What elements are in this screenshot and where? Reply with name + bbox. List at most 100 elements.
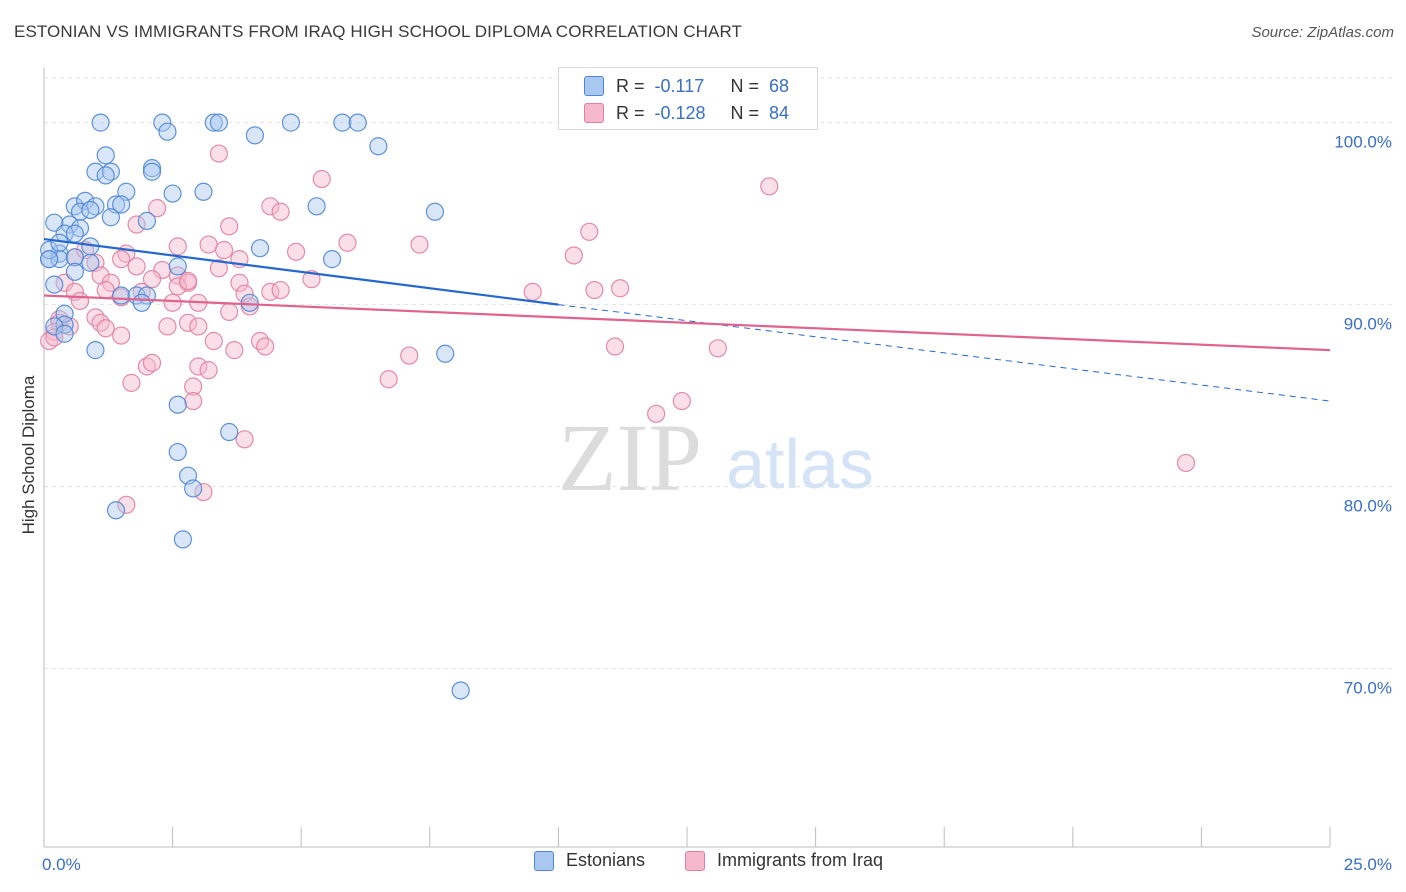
point-iraq (261, 197, 280, 216)
point-iraq (112, 326, 131, 345)
point-estonian (436, 344, 455, 363)
legend-label-estonians: Estonians (566, 850, 646, 870)
stats-row-estonians: R = -0.117 N = 68 (559, 73, 789, 99)
stats-n-value: 84 (769, 102, 790, 123)
stats-swatch-iraq (584, 103, 604, 123)
point-iraq (122, 373, 141, 392)
stats-r-value: -0.117 (654, 75, 705, 96)
point-iraq (580, 222, 599, 241)
point-estonian (40, 250, 59, 269)
point-iraq (142, 353, 162, 372)
point-estonian (132, 293, 151, 312)
point-iraq (286, 242, 306, 261)
legend-item-estonians[interactable]: Estonians (534, 850, 645, 871)
point-estonian (50, 244, 69, 263)
point-iraq (96, 280, 115, 300)
point-estonian (158, 122, 177, 141)
point-iraq (199, 361, 218, 380)
x-tick-label-max: 25.0% (1344, 855, 1392, 874)
point-iraq (184, 391, 203, 411)
point-estonian (194, 182, 213, 201)
stats-r-label: R = (616, 102, 645, 123)
stats-r-label: R = (616, 75, 645, 96)
point-estonian (50, 250, 69, 269)
point-estonian (348, 113, 367, 132)
point-iraq (312, 169, 331, 189)
bottom-legend: Estonians Immigrants from Iraq (0, 850, 1406, 880)
point-estonian (55, 324, 74, 343)
stats-row-iraq: R = -0.128 N = 84 (559, 100, 789, 126)
point-iraq (230, 273, 249, 292)
legend-item-iraq[interactable]: Immigrants from Iraq (685, 850, 883, 871)
point-iraq (209, 144, 228, 163)
stats-legend: R = -0.117 N = 68 R = -0.128 N = 84 (558, 67, 818, 130)
legend-label-iraq: Immigrants from Iraq (717, 850, 884, 870)
point-estonian (281, 113, 301, 132)
point-estonian (55, 304, 74, 323)
point-iraq (142, 270, 162, 289)
point-iraq (1176, 453, 1196, 473)
point-iraq (400, 346, 419, 365)
point-iraq (611, 279, 630, 298)
point-iraq (148, 199, 167, 218)
point-iraq (168, 277, 187, 296)
point-estonian (106, 501, 126, 520)
point-iraq (163, 293, 182, 312)
point-estonian (333, 113, 352, 132)
point-iraq (220, 217, 239, 236)
point-iraq (235, 430, 254, 449)
point-iraq (70, 291, 90, 311)
point-estonian (96, 146, 115, 165)
point-iraq (194, 482, 213, 502)
point-estonian (65, 262, 84, 281)
point-iraq (45, 328, 64, 347)
y-tick-labels: 70.0% 80.0% 90.0% 100.0% (1334, 133, 1392, 698)
point-iraq (338, 233, 357, 252)
point-estonian (45, 317, 64, 336)
point-estonian (369, 137, 388, 156)
point-estonian (220, 422, 239, 442)
point-estonian (45, 275, 64, 294)
point-iraq (410, 235, 429, 254)
point-iraq (199, 235, 218, 254)
point-iraq (379, 370, 398, 389)
point-iraq (112, 250, 131, 269)
stats-n-label: N = (730, 102, 760, 123)
point-estonian (245, 126, 265, 145)
stats-swatch-estonians (584, 76, 604, 96)
point-iraq (672, 391, 691, 411)
point-estonian (40, 240, 59, 260)
series-iraq-points (40, 144, 1196, 514)
point-iraq (256, 337, 275, 356)
point-estonian (240, 293, 259, 312)
stats-r-value: -0.128 (654, 102, 706, 123)
point-iraq (184, 377, 203, 396)
point-estonian (184, 479, 203, 498)
point-iraq (760, 177, 779, 196)
point-estonian (96, 166, 115, 185)
series-estonians-points (40, 113, 470, 700)
point-estonian (168, 395, 187, 414)
chart-title: ESTONIAN VS IMMIGRANTS FROM IRAQ HIGH SC… (14, 22, 743, 41)
point-iraq (271, 280, 290, 300)
y-tick-label: 80.0% (1344, 497, 1392, 516)
point-iraq (225, 341, 244, 360)
point-iraq (178, 313, 198, 332)
gridlines (44, 77, 1392, 670)
point-estonian (204, 113, 223, 132)
point-iraq (647, 404, 666, 423)
point-estonian (81, 200, 100, 220)
legend-swatch-estonians (534, 850, 554, 871)
point-estonian (112, 195, 131, 214)
point-estonian (137, 211, 156, 230)
point-estonian (425, 202, 445, 221)
y-tick-label: 70.0% (1344, 679, 1392, 698)
point-iraq (91, 313, 110, 332)
point-estonian (153, 113, 172, 132)
point-iraq (117, 495, 136, 514)
point-iraq (209, 259, 228, 278)
x-tick-label-min: 0.0% (42, 855, 81, 874)
point-estonian (322, 250, 342, 269)
axes (43, 68, 1331, 848)
